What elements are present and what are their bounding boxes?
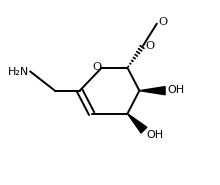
Text: OH: OH xyxy=(146,130,163,140)
Text: O: O xyxy=(145,41,154,51)
Text: OH: OH xyxy=(167,85,184,95)
Polygon shape xyxy=(127,114,147,133)
Text: O: O xyxy=(158,17,167,27)
Text: H₂N: H₂N xyxy=(7,67,29,77)
Text: O: O xyxy=(92,62,101,72)
Polygon shape xyxy=(139,87,165,95)
